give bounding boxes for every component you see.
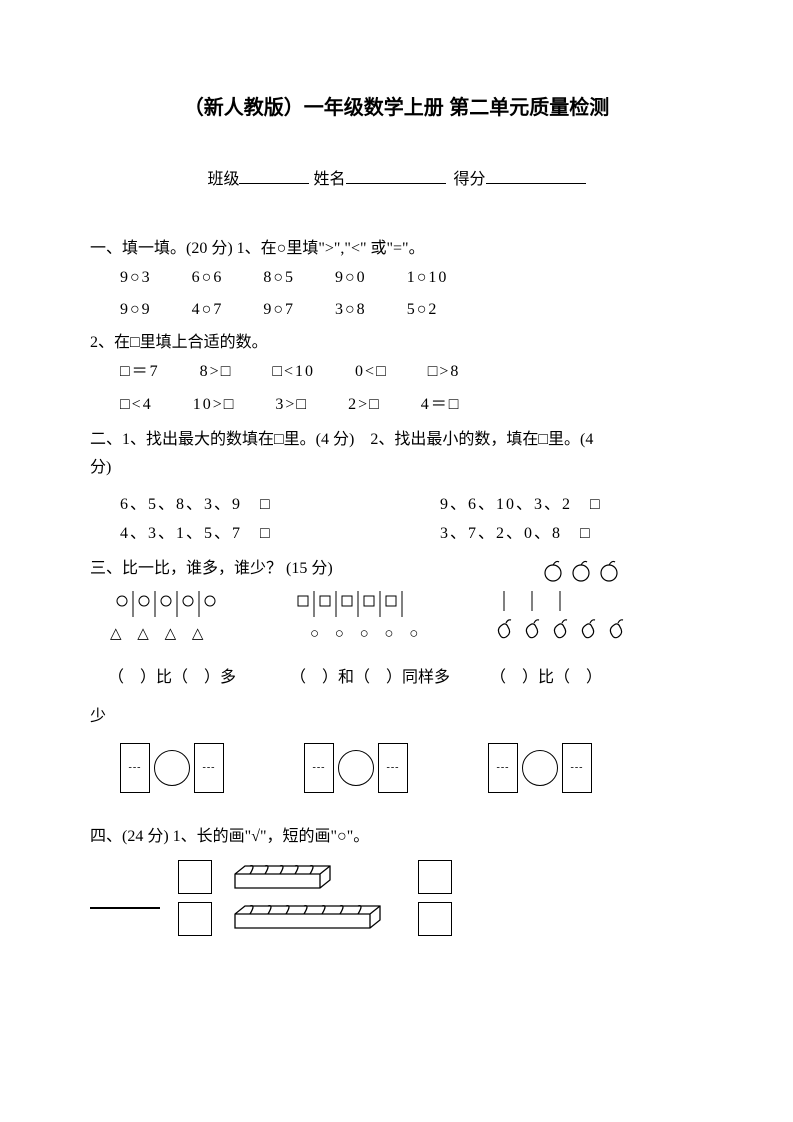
- circle-2[interactable]: [338, 750, 374, 786]
- s1r2-4[interactable]: 5○2: [407, 296, 439, 325]
- tallbox-1a[interactable]: ---: [120, 743, 150, 793]
- s1-row4: □<4 10>□ 3>□ 2>□ 4＝□: [90, 391, 703, 420]
- section-3: 三、比一比，谁多，谁少？ (15 分) △ △ △ △: [90, 555, 703, 794]
- answer-box-short2[interactable]: [178, 902, 212, 936]
- s1r4-4[interactable]: 4＝□: [421, 391, 461, 420]
- label-name: 姓名: [313, 171, 345, 188]
- s1r2-3[interactable]: 3○8: [335, 296, 367, 325]
- section-4: 四、(24 分) 1、长的画"√"，短的画"○"。: [90, 823, 703, 936]
- s1r2-2[interactable]: 9○7: [263, 296, 295, 325]
- s1r1-4[interactable]: 1○10: [407, 264, 449, 293]
- s1-row1: 9○3 6○6 8○5 9○0 1○10: [90, 264, 703, 293]
- s3-few: 少: [90, 703, 703, 732]
- s1-head: 一、填一填。(20 分) 1、在○里填">","<" 或"="。: [90, 235, 703, 264]
- s1r3-3[interactable]: 0<□: [355, 358, 388, 387]
- s2-l1[interactable]: 6、5、8、3、9 □: [120, 491, 440, 520]
- match-lines-icon: [490, 591, 650, 615]
- tallbox-2b[interactable]: ---: [378, 743, 408, 793]
- s3-group1: △ △ △ △: [90, 591, 290, 654]
- s1r4-1[interactable]: 10>□: [193, 391, 236, 420]
- eraser-long-icon: [230, 900, 400, 936]
- blank-name[interactable]: [346, 168, 446, 184]
- s1r1-0[interactable]: 9○3: [120, 264, 152, 293]
- eraser-short-icon: [230, 860, 360, 896]
- s1-row2: 9○9 4○7 9○7 3○8 5○2: [90, 296, 703, 325]
- doc-title: （新人教版）一年级数学上册 第二单元质量检测: [90, 90, 703, 126]
- tallbox-1b[interactable]: ---: [194, 743, 224, 793]
- erasers: [230, 860, 400, 936]
- s1r1-3[interactable]: 9○0: [335, 264, 367, 293]
- section-2: 二、1、找出最大的数填在□里。(4 分) 2、找出最小的数，填在□里。(4 分)…: [90, 426, 703, 549]
- tallbox-3b[interactable]: ---: [562, 743, 592, 793]
- s2-head2: 分): [90, 454, 703, 483]
- s1r2-0[interactable]: 9○9: [120, 296, 152, 325]
- s3-a2[interactable]: （ ）和（ ）同样多: [290, 664, 490, 693]
- s1r1-1[interactable]: 6○6: [192, 264, 224, 293]
- s2-head: 二、1、找出最大的数填在□里。(4 分) 2、找出最小的数，填在□里。(4: [90, 426, 703, 455]
- s1r4-0[interactable]: □<4: [120, 391, 153, 420]
- s3-group3-top: [533, 555, 703, 587]
- pears-icon: [490, 615, 650, 643]
- s3-a3[interactable]: （ ）比（ ）: [490, 664, 670, 693]
- circle-3[interactable]: [522, 750, 558, 786]
- answer-box-eraser2[interactable]: [418, 902, 452, 936]
- s1-row3: □＝7 8>□ □<10 0<□ □>8: [90, 358, 703, 387]
- answer-box-eraser1[interactable]: [418, 860, 452, 894]
- s1r3-2[interactable]: □<10: [272, 358, 315, 387]
- s3-a1[interactable]: （ ）比（ ）多: [90, 664, 290, 693]
- compare-group-1[interactable]: --- ---: [120, 743, 224, 793]
- s2-l2[interactable]: 4、3、1、5、7 □: [120, 520, 440, 549]
- pencil-short: [90, 887, 160, 909]
- s3-group3: [490, 591, 670, 643]
- answer-box-short[interactable]: [178, 860, 212, 894]
- s3-head: 三、比一比，谁多，谁少？ (15 分): [90, 555, 410, 584]
- section-1: 一、填一填。(20 分) 1、在○里填">","<" 或"="。 9○3 6○6…: [90, 235, 703, 420]
- s1r3-4[interactable]: □>8: [428, 358, 461, 387]
- tallbox-3a[interactable]: ---: [488, 743, 518, 793]
- s1r1-2[interactable]: 8○5: [263, 264, 295, 293]
- apples-icon: [533, 555, 663, 587]
- s1r4-3[interactable]: 2>□: [348, 391, 381, 420]
- s2-r1[interactable]: 9、6、10、3、2 □: [440, 491, 703, 520]
- s1r3-1[interactable]: 8>□: [200, 358, 233, 387]
- s2-r2[interactable]: 3、7、2、0、8 □: [440, 520, 703, 549]
- s3-group2: ○ ○ ○ ○ ○: [290, 591, 490, 654]
- tallbox-2a[interactable]: ---: [304, 743, 334, 793]
- compare-group-2[interactable]: --- ---: [304, 743, 408, 793]
- s1r4-2[interactable]: 3>□: [275, 391, 308, 420]
- s1r2-1[interactable]: 4○7: [192, 296, 224, 325]
- compare-boxes-row: --- --- --- --- --- ---: [120, 743, 703, 793]
- circles-match-icon: [110, 591, 280, 621]
- blank-class[interactable]: [239, 168, 309, 184]
- circle-1[interactable]: [154, 750, 190, 786]
- s1-sub2: 2、在□里填上合适的数。: [90, 329, 703, 358]
- label-score: 得分: [454, 171, 486, 188]
- label-class: 班级: [207, 171, 239, 188]
- student-info-line: 班级 姓名 得分: [90, 166, 703, 195]
- squares-match-icon: [290, 591, 460, 621]
- blank-score[interactable]: [486, 168, 586, 184]
- s4-head: 四、(24 分) 1、长的画"√"，短的画"○"。: [90, 823, 703, 852]
- compare-group-3[interactable]: --- ---: [488, 743, 592, 793]
- s1r3-0[interactable]: □＝7: [120, 358, 160, 387]
